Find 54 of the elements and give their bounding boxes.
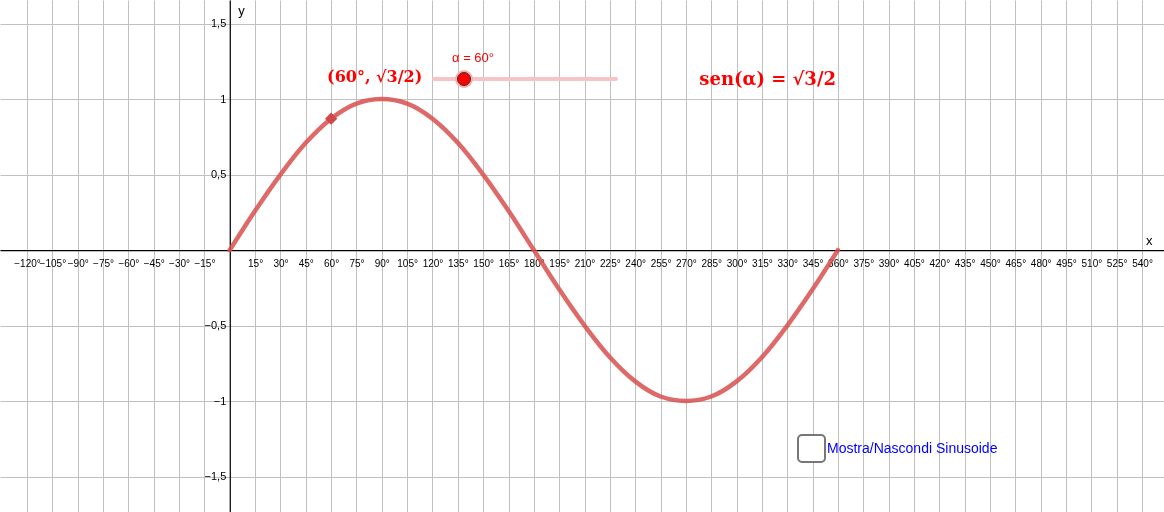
x-tick-label: 525° <box>1106 257 1128 269</box>
x-tick-label: 375° <box>853 257 875 269</box>
x-tick-label: −45° <box>143 257 165 269</box>
x-tick-label: 270° <box>676 257 697 269</box>
y-axis-title: y <box>238 2 246 18</box>
x-tick-label: 255° <box>650 257 672 269</box>
y-tick-label: 1 <box>220 92 227 105</box>
x-tick-label: 225° <box>600 257 621 269</box>
x-tick-label: 135° <box>447 257 469 269</box>
x-tick-label: 105° <box>397 257 418 269</box>
x-tick-label: −30° <box>169 257 191 269</box>
y-tick-label: −1,5 <box>204 470 227 483</box>
annotation: sen(α) = √3/2 <box>699 68 836 89</box>
y-tick-label: 1,5 <box>210 17 227 30</box>
x-tick-label: −60° <box>118 257 140 269</box>
x-tick-label: −75° <box>93 257 115 269</box>
x-tick-label: 510° <box>1081 257 1103 269</box>
x-tick-label: 120° <box>422 257 444 269</box>
x-axis-title: x <box>1146 232 1153 248</box>
x-tick-label: 195° <box>549 257 571 269</box>
x-tick-label: 390° <box>878 257 900 269</box>
x-tick-label: 330° <box>777 257 799 269</box>
x-tick-label: 45° <box>298 257 314 269</box>
x-tick-label: 15° <box>248 257 264 269</box>
x-tick-label: 210° <box>574 257 596 269</box>
x-tick-label: 75° <box>349 257 365 269</box>
x-tick-label: 315° <box>752 257 773 269</box>
annotation: (60°, √3/2) <box>327 66 423 86</box>
x-tick-label: −105° <box>39 257 67 269</box>
x-tick-label: 465° <box>1005 257 1027 269</box>
x-tick-label: 30° <box>273 257 289 269</box>
y-tick-label: −0,5 <box>204 319 227 332</box>
x-tick-label: 90° <box>374 257 390 269</box>
x-tick-label: 450° <box>980 257 1001 269</box>
x-tick-label: 420° <box>929 257 951 269</box>
x-tick-label: 495° <box>1056 257 1077 269</box>
annotation: Mostra/Nascondi Sinusoide <box>827 440 998 456</box>
x-tick-label: 480° <box>1030 257 1052 269</box>
x-tick-label: −90° <box>67 257 89 269</box>
y-tick-label: 0,5 <box>210 168 227 181</box>
y-tick-label: −1 <box>213 394 227 407</box>
x-tick-label: 405° <box>904 257 925 269</box>
x-tick-label: 60° <box>324 257 340 269</box>
x-tick-label: 165° <box>498 257 520 269</box>
x-tick-label: 540° <box>1132 257 1153 269</box>
x-tick-label: 150° <box>473 257 495 269</box>
x-tick-label: 435° <box>954 257 976 269</box>
x-tick-label: 285° <box>701 257 723 269</box>
annotation: α = 60° <box>452 50 494 65</box>
x-tick-label: 240° <box>625 257 647 269</box>
x-tick-label: 300° <box>726 257 748 269</box>
x-tick-label: 345° <box>802 257 824 269</box>
x-tick-label: −15° <box>194 257 216 269</box>
x-tick-label: −120° <box>14 257 41 269</box>
